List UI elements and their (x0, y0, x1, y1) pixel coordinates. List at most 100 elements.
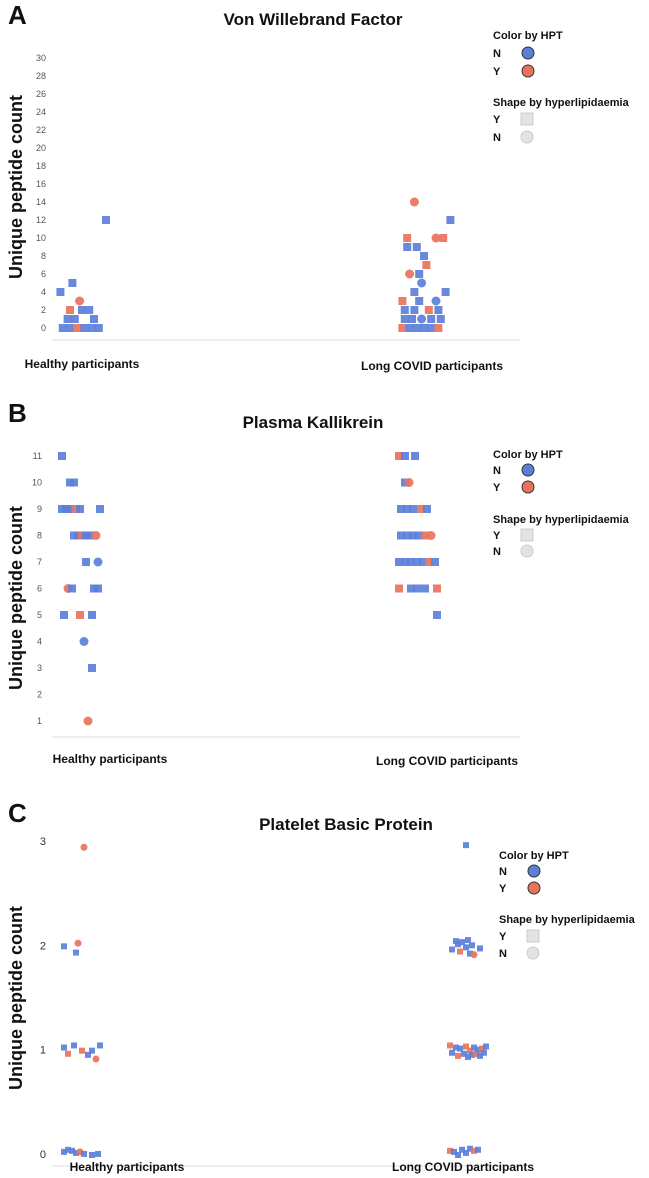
data-point-square (441, 288, 450, 296)
data-point-square (94, 324, 103, 332)
panel-a-category-long-covid: Long COVID participants (361, 359, 503, 373)
data-point-square (403, 531, 411, 540)
legend-color-n-label: N (493, 465, 501, 477)
legend-color-title: Color by HPT (499, 850, 569, 862)
data-point-square (463, 1043, 469, 1050)
legend-color-y-label: Y (493, 482, 501, 494)
data-point-square (483, 1043, 489, 1050)
legend-shape-y-swatch (520, 112, 534, 126)
data-point-square (60, 611, 68, 619)
data-point-square (421, 584, 429, 593)
legend-shape-n-label: N (499, 948, 507, 960)
panel-a-points (56, 197, 455, 332)
y-tick-label: 2 (40, 940, 46, 952)
panel-c-title: Platelet Basic Protein (259, 815, 433, 834)
data-point-square (413, 558, 421, 566)
data-point-square (401, 558, 409, 566)
legend-shape-n-swatch (520, 130, 534, 144)
data-point-square (90, 315, 98, 323)
data-point-circle (470, 951, 478, 959)
legend-color-title: Color by HPT (493, 449, 563, 461)
data-point-square (469, 942, 475, 949)
data-point-square (89, 1152, 95, 1158)
data-point-square (419, 558, 427, 566)
data-point-circle (426, 531, 436, 540)
data-point-square (397, 505, 405, 513)
data-point-square (58, 324, 67, 332)
data-point-square (427, 324, 436, 332)
data-point-square (403, 243, 412, 251)
legend-color-n-label: N (499, 866, 507, 878)
data-point-square (427, 315, 436, 323)
data-point-circle (409, 197, 419, 207)
legend-shape-y-swatch (526, 929, 540, 943)
data-point-square (398, 324, 407, 332)
data-point-square (407, 584, 415, 593)
data-point-square (459, 939, 465, 946)
data-point-square (436, 315, 445, 323)
data-point-square (89, 1047, 95, 1054)
data-point-square (102, 216, 110, 224)
data-point-square (400, 306, 409, 314)
y-tick-label: 12 (36, 215, 46, 225)
data-point-square (455, 1152, 461, 1158)
data-point-square (81, 1150, 87, 1157)
legend-color-y-swatch (521, 64, 535, 78)
y-tick-label: 4 (41, 287, 46, 297)
panel-c-category-healthy: Healthy participants (70, 1160, 185, 1174)
y-tick-label: 2 (41, 305, 46, 315)
panel-c-y-axis-label: Unique peptide count (6, 906, 26, 1090)
data-point-square (434, 306, 443, 314)
data-point-square (80, 324, 89, 332)
data-point-square (79, 1047, 85, 1054)
legend-color-n-swatch (527, 864, 541, 878)
data-point-square (477, 945, 483, 952)
data-point-square (68, 584, 76, 593)
data-point-square (409, 505, 417, 513)
panel-b-y-axis-label: Unique peptide count (6, 506, 26, 690)
data-point-square (63, 315, 72, 323)
data-point-square (453, 1044, 459, 1051)
data-point-square (413, 584, 421, 593)
data-point-square (409, 531, 417, 540)
data-point-square (465, 937, 471, 944)
legend-shape-y-label: Y (499, 931, 507, 943)
y-tick-label: 2 (37, 690, 42, 700)
legend-color-n-swatch (521, 463, 535, 477)
data-point-circle (75, 296, 85, 306)
data-point-square (425, 558, 433, 566)
data-point-circle (417, 314, 427, 324)
panel-c-letter: C (8, 798, 27, 828)
y-tick-label: 18 (36, 161, 46, 171)
data-point-square (69, 1147, 75, 1154)
data-point-square (417, 505, 425, 513)
y-tick-label: 9 (37, 504, 42, 514)
data-point-square (88, 664, 96, 672)
data-point-square (400, 315, 409, 323)
data-point-square (65, 1050, 71, 1057)
data-point-square (439, 234, 448, 242)
data-point-square (463, 944, 469, 951)
data-point-square (395, 584, 403, 593)
y-tick-label: 6 (37, 584, 42, 594)
data-point-square (70, 478, 78, 487)
data-point-circle (405, 269, 415, 279)
data-point-square (461, 1050, 467, 1057)
data-point-square (469, 1051, 475, 1058)
y-tick-label: 14 (36, 197, 46, 207)
legend-color-n-swatch (521, 46, 535, 60)
panel-b-category-healthy: Healthy participants (53, 752, 168, 766)
data-point-square (65, 1146, 71, 1153)
y-tick-label: 8 (37, 531, 42, 541)
data-point-square (61, 1044, 67, 1051)
data-point-square (447, 1042, 453, 1049)
y-tick-label: 22 (36, 125, 46, 135)
data-point-square (407, 558, 415, 566)
data-point-square (88, 611, 96, 619)
y-tick-label: 20 (36, 143, 46, 153)
data-point-circle (91, 531, 101, 540)
panel-b-category-long-covid: Long COVID participants (376, 754, 518, 768)
legend-shape-y-swatch (520, 528, 534, 542)
data-point-square (446, 216, 455, 224)
